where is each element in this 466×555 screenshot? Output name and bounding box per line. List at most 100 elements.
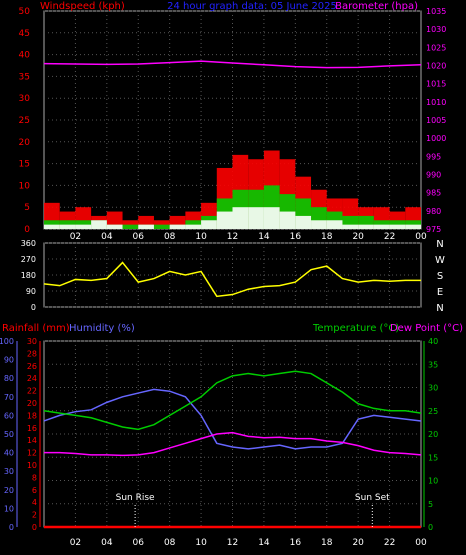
temperature-tick-label: 5 xyxy=(428,500,433,509)
wind-tick-label: 45 xyxy=(19,29,30,39)
wind-tick-label: 25 xyxy=(19,116,30,126)
wind-bar-gustlow xyxy=(201,220,217,229)
direction-tick-label: 270 xyxy=(21,255,36,264)
rainfall-tick-label: 20 xyxy=(27,399,37,408)
barometer-tick-label: 985 xyxy=(426,189,441,198)
barometer-tick-label: 1010 xyxy=(426,98,446,107)
wind-tick-label: 35 xyxy=(19,72,30,82)
wind-tick-label: 0 xyxy=(24,225,30,235)
humidity-tick-label: 40 xyxy=(4,449,14,458)
rainfall-tick-label: 6 xyxy=(32,486,37,495)
time-tick-label: 04 xyxy=(101,538,113,548)
wind-bar-gustlow xyxy=(91,220,107,229)
temperature-line xyxy=(43,370,422,431)
rainfall-tick-label: 14 xyxy=(27,436,37,445)
time-tick-label: 14 xyxy=(258,232,270,242)
time-tick-label: 10 xyxy=(195,232,207,242)
sun-set-label: Sun Set xyxy=(355,493,390,503)
time-tick-label: 12 xyxy=(227,538,238,548)
wind-bar-gustlow xyxy=(232,207,249,229)
rainfall-tick-label: 16 xyxy=(27,424,37,433)
time-tick-label: 08 xyxy=(164,538,176,548)
barometer-tick-label: 1015 xyxy=(426,80,446,89)
barometer-tick-label: 1025 xyxy=(426,43,446,52)
wind-tick-label: 20 xyxy=(19,138,31,148)
rainfall-axis-title: Rainfall (mm) xyxy=(2,323,70,334)
wind-bar-gustlow xyxy=(185,224,202,229)
temperature-tick-label: 35 xyxy=(428,360,438,369)
wind-bar-gustlow xyxy=(389,224,406,229)
compass-letter-s: S xyxy=(437,271,443,282)
compass-letter-n: N xyxy=(436,239,443,250)
rainfall-tick-label: 8 xyxy=(32,473,37,482)
direction-tick-label: 180 xyxy=(21,271,36,280)
wind-bar-gustlow xyxy=(138,224,154,229)
barometer-line xyxy=(43,60,422,69)
direction-line xyxy=(43,261,421,298)
rainfall-tick-label: 2 xyxy=(32,511,37,520)
barometer-axis-title: Barometer (hpa) xyxy=(335,1,418,12)
rainfall-tick-label: 18 xyxy=(27,411,37,420)
wind-tick-label: 30 xyxy=(19,94,31,104)
humidity-tick-label: 80 xyxy=(4,374,14,383)
humidity-tick-label: 90 xyxy=(4,356,14,365)
time-tick-label: 06 xyxy=(133,538,145,548)
direction-tick-label: 90 xyxy=(26,287,36,296)
wind-bar-gustlow xyxy=(75,224,92,229)
wind-bar-gustlow xyxy=(373,224,390,229)
time-tick-label: 16 xyxy=(290,538,302,548)
humidity-tick-label: 70 xyxy=(4,393,14,402)
time-tick-label: 18 xyxy=(321,538,333,548)
compass-letter-w: W xyxy=(435,255,445,266)
barometer-tick-label: 1020 xyxy=(426,62,446,71)
rainfall-tick-label: 30 xyxy=(27,337,37,346)
wind-bar-gustlow xyxy=(169,224,186,229)
time-tick-label: 22 xyxy=(384,232,395,242)
time-tick-label: 00 xyxy=(415,232,427,242)
temperature-tick-label: 40 xyxy=(428,337,438,346)
wind-bar-gustlow xyxy=(279,211,296,229)
dew-line xyxy=(44,431,422,457)
temperature-tick-label: 30 xyxy=(428,384,438,393)
barometer-tick-label: 1000 xyxy=(426,134,446,143)
barometer-tick-label: 975 xyxy=(426,225,441,234)
wind-tick-label: 40 xyxy=(19,51,31,61)
humidity-tick-label: 10 xyxy=(4,504,14,513)
rainfall-tick-label: 28 xyxy=(27,349,37,358)
wind-bar-avg xyxy=(153,224,170,229)
barometer-tick-label: 1035 xyxy=(426,7,446,16)
wind-tick-label: 50 xyxy=(19,7,31,17)
barometer-tick-label: 980 xyxy=(426,207,441,216)
wind-tick-label: 10 xyxy=(19,181,31,191)
direction-tick-label: 0 xyxy=(31,303,36,312)
time-tick-label: 14 xyxy=(258,538,270,548)
humidity-tick-label: 30 xyxy=(4,467,14,476)
time-tick-label: 04 xyxy=(101,232,113,242)
barometer-tick-label: 1030 xyxy=(426,25,446,34)
wind-bar-avg xyxy=(122,224,139,229)
time-tick-label: 22 xyxy=(384,538,395,548)
time-tick-label: 08 xyxy=(164,232,176,242)
dewpoint-axis-title: Dew Point (°C) xyxy=(390,323,463,334)
compass-letter-n: N xyxy=(436,303,443,314)
temperature-tick-label: 15 xyxy=(428,453,438,462)
time-tick-label: 10 xyxy=(195,538,207,548)
temperature-tick-label: 10 xyxy=(428,477,438,486)
barometer-tick-label: 990 xyxy=(426,171,441,180)
wind-bar-gustlow xyxy=(44,224,60,229)
rainfall-tick-label: 12 xyxy=(27,449,37,458)
time-tick-label: 12 xyxy=(227,232,238,242)
barometer-tick-label: 995 xyxy=(426,152,441,161)
compass-letter-e: E xyxy=(437,287,443,298)
time-tick-label: 18 xyxy=(321,232,333,242)
humidity-tick-label: 100 xyxy=(0,337,14,346)
humidity-tick-label: 20 xyxy=(4,486,14,495)
wind-tick-label: 15 xyxy=(19,160,30,170)
wind-bar-gustlow xyxy=(326,220,343,229)
direction-tick-label: 360 xyxy=(21,239,36,248)
wind-bar-gustlow xyxy=(248,207,264,229)
temperature-tick-label: 20 xyxy=(428,430,438,439)
time-tick-label: 00 xyxy=(415,538,427,548)
temperature-tick-label: 25 xyxy=(428,407,438,416)
